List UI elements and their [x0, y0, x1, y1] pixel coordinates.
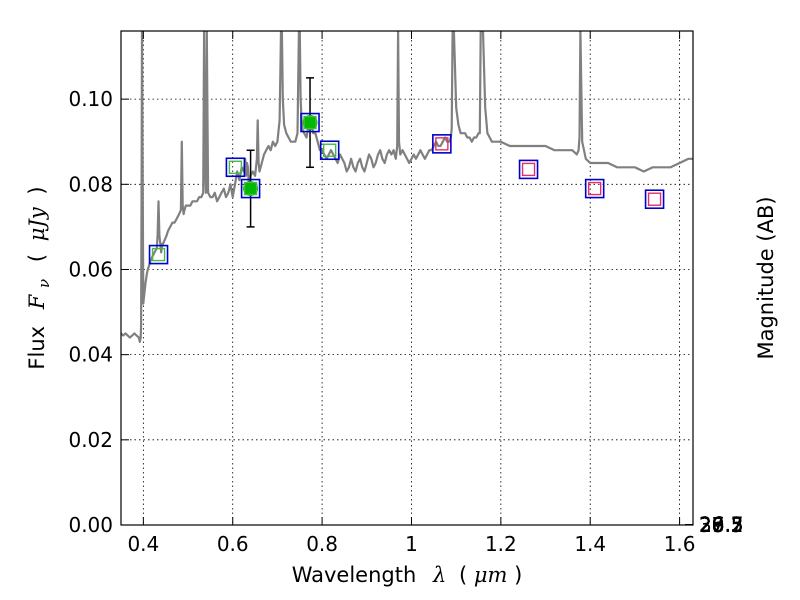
x-axis-label: Wavelength	[292, 563, 417, 587]
model-box-outer	[240, 178, 261, 199]
x-tick-label: 1.4	[574, 532, 606, 556]
x-tick-label: 0.4	[127, 532, 159, 556]
y-tick-label: 0.06	[68, 257, 113, 281]
model-box-outer	[300, 112, 320, 133]
y-axis-unit-open: (	[25, 254, 49, 262]
model-box-inner	[647, 192, 662, 206]
ticks	[121, 31, 693, 526]
model-box-outer	[148, 244, 169, 265]
x-tick-label: 1	[405, 532, 418, 556]
model-box-outer	[432, 134, 452, 154]
x-tick-label: 0.6	[217, 532, 249, 556]
y-tick-label: 0.00	[68, 513, 113, 537]
magnitude-tick-label: 30	[699, 513, 724, 537]
model-box-inner	[228, 160, 243, 174]
y-tick-label: 0.08	[68, 172, 113, 196]
model-box-outer	[518, 159, 539, 180]
magnitude-tick-label: 27	[699, 513, 724, 537]
plot-frame	[120, 30, 694, 526]
x-axis-unit-close: )	[514, 563, 522, 587]
y-axis-label: Flux	[25, 326, 49, 370]
magnitude-tick-label: 28	[699, 513, 724, 537]
x-tick-label: 1.2	[485, 532, 517, 556]
y-tick-label: 0.02	[68, 428, 113, 452]
magnitude-tick-label: 26.7	[699, 513, 744, 537]
x-tick-label: 0.8	[306, 532, 338, 556]
model-box-inner	[243, 181, 258, 196]
magnitude-tick-label: 28.5	[699, 513, 744, 537]
observed-point	[243, 181, 259, 197]
model-box-inner	[521, 162, 536, 177]
tick-labels: 0.4 0.6 0.8 1 1.2 1.4 1.6 0.00 0.02 0.04 0.06 0.08 0…	[68, 87, 743, 556]
observed-layer	[243, 115, 318, 197]
magnitude-axis-label: Magnitude (AB)	[754, 196, 778, 359]
plot-background	[121, 31, 693, 525]
model-box-inner	[322, 143, 337, 157]
box-layer	[148, 112, 665, 265]
y-axis-title: Flux F ν ( μJy )	[25, 186, 54, 369]
model-box-outer	[225, 157, 246, 178]
model-box-outer	[319, 140, 340, 161]
x-axis-unit: μm	[474, 563, 508, 587]
model-box-outer	[644, 189, 665, 210]
x-axis-symbol: λ	[432, 563, 446, 587]
magnitude-tick-label: 26.5	[699, 513, 744, 537]
y-tick-label: 0.10	[68, 87, 113, 111]
model-box-inner	[303, 115, 317, 130]
x-axis-unit-open: (	[459, 563, 467, 587]
model-box-inner	[587, 181, 602, 196]
magnitude-tick-label: 29	[699, 513, 724, 537]
y-axis-unit: μJy	[25, 206, 49, 241]
y-axis-unit-close: )	[25, 186, 49, 194]
x-axis-title: Wavelength λ ( μm )	[292, 563, 523, 587]
y-tick-label: 0.04	[68, 343, 113, 367]
magnitude-tick-label: 27.2	[699, 513, 744, 537]
observed-point	[302, 115, 318, 131]
x-tick-label: 1.6	[664, 532, 696, 556]
model-box-inner	[435, 137, 449, 151]
model-box-inner	[151, 247, 166, 262]
magnitude-tick-label: 27.5	[699, 513, 744, 537]
y-axis-symbol: F	[25, 293, 49, 310]
y-axis-subscript: ν	[35, 279, 53, 288]
model-box-outer	[584, 178, 605, 199]
magnitude-tick-label: 26.3	[699, 513, 744, 537]
